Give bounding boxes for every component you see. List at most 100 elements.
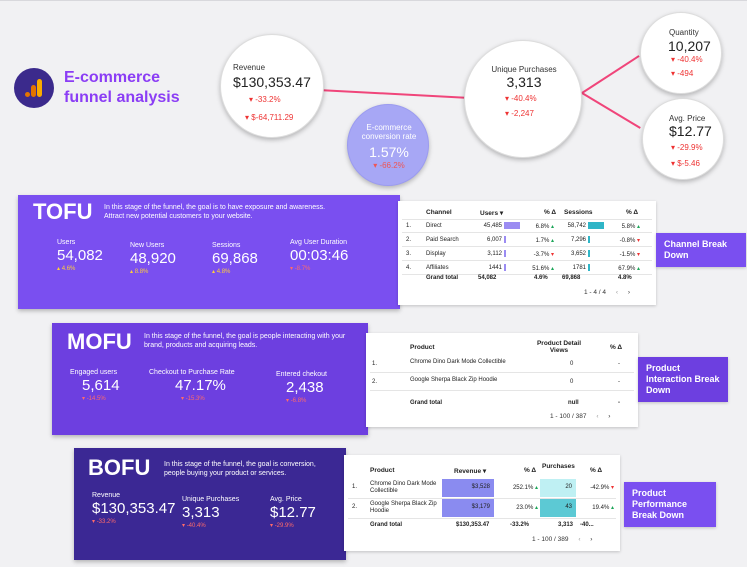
tofu-kpi-new-users: New Users 48,920 ▴ 8.8%: [130, 242, 176, 275]
kpi-value: 47.17%: [175, 377, 226, 394]
product-name[interactable]: Chrome Dino Dark Mode Collectible: [410, 359, 506, 365]
channel-name[interactable]: Direct: [426, 223, 442, 229]
users-value: 1441: [488, 265, 502, 271]
channel-name[interactable]: Affiliates: [426, 265, 449, 271]
revenue-label: Revenue: [233, 63, 266, 72]
bofu-kpi-avg-price: Avg. Price $12.77 ▾ -29.9%: [270, 496, 316, 529]
sessions-delta: 5.8% ▴: [621, 224, 640, 230]
avg-price-delta-pct: ▾ -29.9%: [671, 143, 703, 152]
row-index: 4.: [406, 265, 412, 271]
total-views-delta: -: [618, 400, 620, 406]
kpi-label: Engaged users: [70, 369, 118, 376]
total-sessions: 69,868: [562, 275, 581, 281]
kpi-delta-text: -29.9%: [274, 523, 294, 529]
kpi-delta: ▾ -8.7%: [290, 266, 311, 272]
col-header-sessions[interactable]: Sessions: [564, 209, 593, 216]
users-delta: 6.8% ▴: [535, 224, 554, 230]
purchases-cell-bg: [540, 479, 576, 497]
kpi-delta-text: -15.3%: [185, 396, 205, 402]
kpi-value: 00:03:46: [290, 247, 349, 264]
col-header-revenue-delta[interactable]: % Δ: [524, 467, 537, 474]
kpi-delta: ▾ -15.3%: [181, 396, 205, 402]
revenue-delta-abs-text: $-64,711.29: [251, 113, 294, 122]
total-purchases: 3,313: [558, 522, 574, 528]
col-header-sessions-delta[interactable]: % Δ: [626, 209, 639, 216]
prev-page-icon[interactable]: ‹: [615, 289, 619, 296]
users-value: 3,112: [487, 251, 502, 257]
purchases-value: 43: [565, 504, 572, 510]
col-header-users-delta[interactable]: % Δ: [544, 209, 557, 216]
row-index: 2.: [352, 504, 358, 510]
users-bar: [504, 250, 506, 257]
col-header-users-text: Users: [480, 210, 499, 217]
col-header-purchases-delta[interactable]: % Δ: [590, 467, 603, 474]
mofu-panel: MOFU In this stage of the funnel, the go…: [52, 323, 368, 435]
conversion-delta-text: -66.2%: [379, 161, 405, 170]
tofu-title: TOFU: [33, 199, 93, 224]
channel-table: Channel Users ▾ % Δ Sessions % Δ 1. Direc…: [398, 201, 656, 305]
row-divider: [370, 390, 634, 391]
purchases-delta: 19.4% ▴: [592, 505, 614, 511]
quantity-label: Quantity: [669, 28, 699, 37]
product-name[interactable]: Google Sherpa Black Zip Hoodie: [410, 377, 498, 383]
product-views-table: Product Product Detail Views % Δ 1. Chrom…: [366, 333, 638, 427]
total-revenue-delta: -33.2%: [510, 522, 530, 528]
revenue-cell-bg: [442, 479, 494, 497]
avg-price-label: Avg. Price: [669, 114, 706, 123]
header-divider: [402, 219, 652, 220]
kpi-delta-text: -40.4%: [186, 523, 206, 529]
users-bar: [504, 236, 506, 243]
sessions-bar: [588, 264, 590, 271]
title-line-2: funnel analysis: [64, 89, 180, 106]
row-index: 3.: [406, 251, 412, 257]
total-purchases-delta: -40...: [580, 522, 594, 528]
col-header-channel[interactable]: Channel: [426, 209, 452, 216]
col-header-views[interactable]: Product Detail Views: [536, 340, 582, 354]
sessions-bar: [588, 222, 604, 229]
bofu-description: In this stage of the funnel, the goal is…: [164, 461, 316, 477]
kpi-delta: ▴ 8.8%: [130, 269, 149, 275]
row-index: 2.: [372, 379, 378, 385]
total-label: Grand total: [410, 400, 443, 406]
row-divider: [402, 232, 652, 233]
kpi-label: Avg User Duration: [290, 239, 348, 246]
prev-page-icon[interactable]: ‹: [596, 413, 599, 420]
product-name[interactable]: Google Sherpa Black Zip Hoodie: [370, 501, 437, 514]
kpi-value: 54,082: [57, 247, 103, 264]
kpi-delta-text: 8.8%: [134, 269, 149, 275]
quantity-circle: Quantity 10,207 ▾ -40.4% ▾ -494: [640, 12, 722, 94]
total-users: 54,082: [478, 275, 497, 281]
conversion-value: 1.57%: [369, 144, 409, 160]
channel-name[interactable]: Display: [426, 251, 446, 257]
next-page-icon[interactable]: ›: [627, 289, 631, 296]
quantity-delta-abs: ▾ -494: [671, 69, 694, 78]
col-header-revenue[interactable]: Revenue ▾: [454, 467, 486, 475]
col-header-purchases[interactable]: Purchases: [542, 463, 575, 470]
col-header-views-delta[interactable]: % Δ: [610, 344, 623, 351]
kpi-delta: ▴ 4.6%: [57, 266, 76, 272]
total-views: null: [568, 400, 579, 406]
prev-page-icon[interactable]: ‹: [578, 536, 581, 543]
product-name[interactable]: Chrome Dino Dark Mode Collectible: [370, 481, 437, 494]
analytics-logo-icon: [25, 79, 42, 97]
sessions-delta: -1.5% ▾: [619, 252, 640, 258]
next-page-icon[interactable]: ›: [608, 413, 611, 420]
kpi-delta: ▾ -29.9%: [270, 523, 294, 529]
kpi-label: Revenue: [92, 492, 121, 499]
top-divider: [0, 0, 747, 1]
users-value: 45,485: [483, 223, 502, 229]
users-delta: 1.7% ▴: [535, 238, 554, 244]
product-performance-table: Product Revenue ▾ % Δ Purchases % Δ 1. Ch…: [344, 455, 620, 551]
users-value: 6,007: [486, 237, 502, 243]
col-header-product[interactable]: Product: [370, 467, 395, 474]
next-page-icon[interactable]: ›: [590, 536, 593, 543]
avg-price-delta-abs-text: $-5.46: [677, 159, 700, 168]
col-header-product[interactable]: Product: [410, 344, 435, 351]
kpi-delta-text: -8.7%: [294, 266, 311, 272]
mofu-description: In this stage of the funnel, the goal is…: [144, 333, 346, 349]
channel-name[interactable]: Paid Search: [426, 237, 459, 243]
quantity-delta-pct: ▾ -40.4%: [671, 55, 703, 64]
col-header-users[interactable]: Users ▾: [480, 209, 503, 217]
logo: [14, 68, 54, 108]
page-title: E-commerce funnel analysis: [64, 68, 214, 108]
